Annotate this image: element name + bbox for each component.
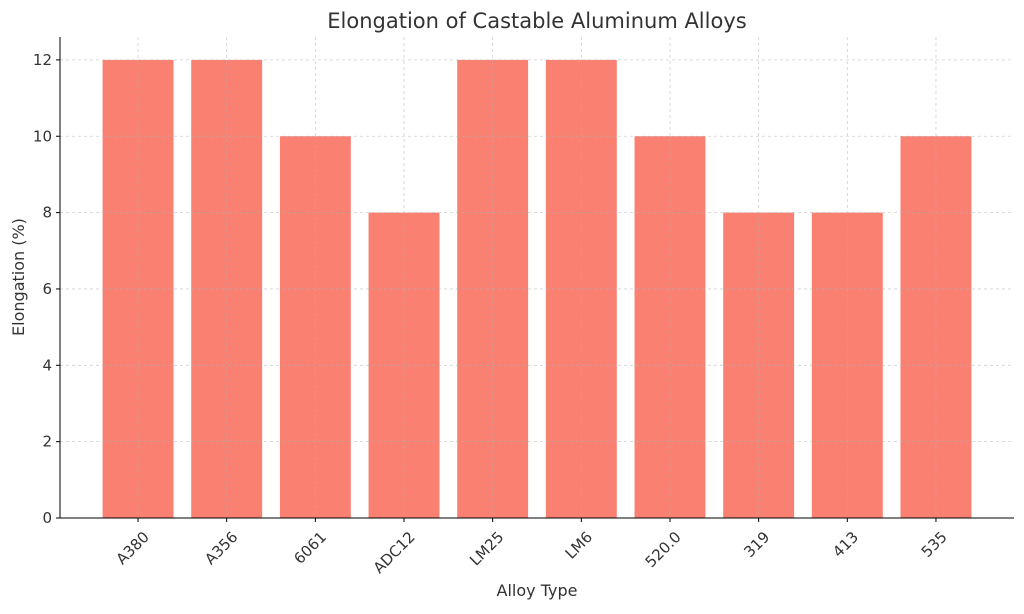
x-tick-label: 413 — [829, 528, 862, 561]
x-tick-label: 520.0 — [642, 528, 685, 571]
chart-title: Elongation of Castable Aluminum Alloys — [327, 9, 746, 33]
x-tick-label: A380 — [113, 528, 153, 568]
x-axis-label: Alloy Type — [497, 581, 578, 600]
y-tick-label: 2 — [42, 433, 52, 451]
y-tick-label: 6 — [42, 280, 52, 298]
x-tick-label: 319 — [740, 528, 773, 561]
y-axis-label: Elongation (%) — [9, 218, 28, 336]
y-axis-ticks: 0 2 4 6 8 10 12 — [33, 51, 60, 527]
y-tick-label: 4 — [42, 356, 52, 374]
x-axis-ticks: A380 A356 6061 ADC12 LM25 LM6 520.0 319 413 535 — [113, 518, 951, 577]
x-tick-label: LM6 — [562, 528, 597, 563]
x-tick-label: 535 — [918, 528, 951, 561]
x-tick-label: A356 — [201, 528, 241, 568]
x-tick-label: ADC12 — [370, 528, 419, 577]
y-tick-label: 0 — [42, 509, 52, 527]
x-tick-label: 6061 — [290, 528, 330, 568]
x-tick-label: LM25 — [466, 528, 507, 569]
y-tick-label: 12 — [33, 51, 52, 69]
y-tick-label: 10 — [33, 127, 52, 145]
y-tick-label: 8 — [42, 204, 52, 222]
